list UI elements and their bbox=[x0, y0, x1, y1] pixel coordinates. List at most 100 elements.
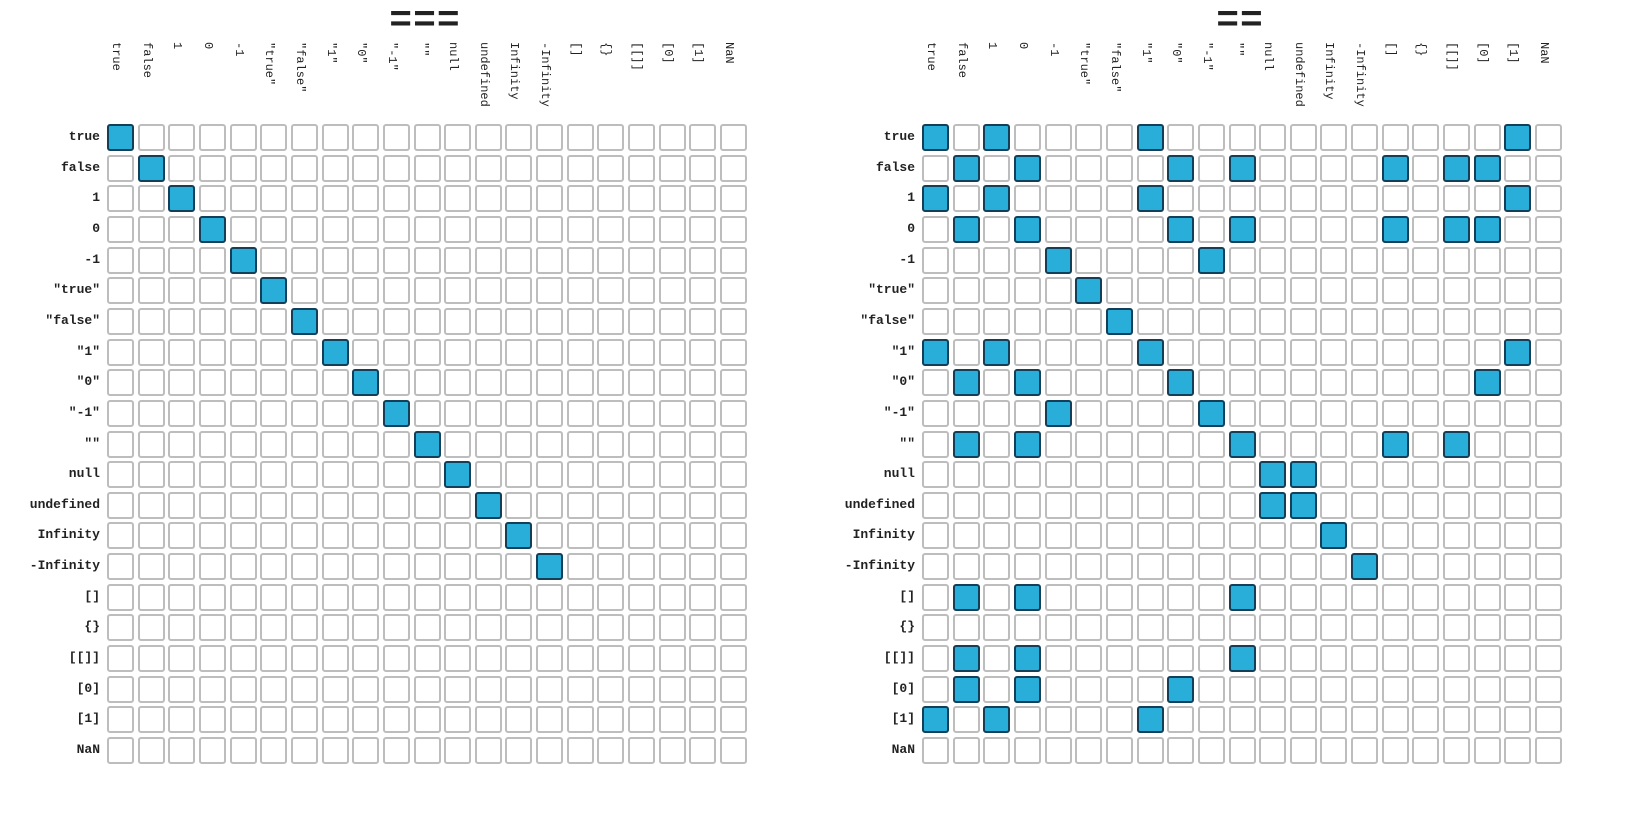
loose-not-equal-cell bbox=[1320, 553, 1347, 580]
strict-not-equal-cell bbox=[720, 247, 747, 274]
strict-column-label: "true" bbox=[260, 38, 282, 124]
loose-not-equal-cell bbox=[1351, 522, 1378, 549]
loose-not-equal-cell bbox=[953, 522, 980, 549]
loose-equal-cell bbox=[1014, 431, 1041, 458]
loose-not-equal-cell bbox=[1412, 522, 1439, 549]
loose-equal-cell bbox=[953, 676, 980, 703]
strict-not-equal-cell bbox=[505, 185, 532, 212]
loose-not-equal-cell bbox=[1259, 706, 1286, 733]
loose-not-equal-cell bbox=[1290, 553, 1317, 580]
loose-column-label-text: Infinity bbox=[1322, 42, 1336, 100]
strict-row-label: [1] bbox=[76, 711, 100, 726]
strict-not-equal-cell bbox=[138, 461, 165, 488]
strict-not-equal-cell bbox=[107, 737, 134, 764]
loose-not-equal-cell bbox=[1412, 369, 1439, 396]
loose-not-equal-cell bbox=[1198, 522, 1225, 549]
loose-not-equal-cell bbox=[1474, 431, 1501, 458]
strict-not-equal-cell bbox=[567, 339, 594, 366]
strict-not-equal-cell bbox=[322, 584, 349, 611]
strict-not-equal-cell bbox=[414, 676, 441, 703]
strict-not-equal-cell bbox=[689, 155, 716, 182]
strict-not-equal-cell bbox=[260, 645, 287, 672]
strict-not-equal-cell bbox=[659, 400, 686, 427]
strict-not-equal-cell bbox=[689, 277, 716, 304]
loose-not-equal-cell bbox=[983, 400, 1010, 427]
strict-not-equal-cell bbox=[107, 369, 134, 396]
loose-not-equal-cell bbox=[1351, 400, 1378, 427]
strict-not-equal-cell bbox=[475, 737, 502, 764]
loose-not-equal-cell bbox=[1045, 185, 1072, 212]
loose-not-equal-cell bbox=[1198, 216, 1225, 243]
strict-not-equal-cell bbox=[168, 461, 195, 488]
strict-not-equal-cell bbox=[597, 706, 624, 733]
strict-column-label: NaN bbox=[720, 38, 742, 124]
strict-not-equal-cell bbox=[168, 431, 195, 458]
loose-not-equal-cell bbox=[922, 522, 949, 549]
strict-column-label-text: 0 bbox=[201, 42, 215, 50]
strict-not-equal-cell bbox=[291, 400, 318, 427]
strict-not-equal-cell bbox=[475, 339, 502, 366]
loose-not-equal-cell bbox=[1412, 185, 1439, 212]
loose-not-equal-cell bbox=[1351, 737, 1378, 764]
strict-not-equal-cell bbox=[230, 553, 257, 580]
strict-not-equal-cell bbox=[260, 247, 287, 274]
strict-not-equal-cell bbox=[383, 522, 410, 549]
loose-not-equal-cell bbox=[1351, 124, 1378, 151]
loose-not-equal-cell bbox=[1045, 277, 1072, 304]
strict-not-equal-cell bbox=[628, 124, 655, 151]
strict-not-equal-cell bbox=[414, 645, 441, 672]
loose-not-equal-cell bbox=[1014, 124, 1041, 151]
loose-equal-cell bbox=[1504, 339, 1531, 366]
strict-not-equal-cell bbox=[597, 431, 624, 458]
strict-not-equal-cell bbox=[138, 706, 165, 733]
strict-not-equal-cell bbox=[291, 645, 318, 672]
strict-not-equal-cell bbox=[322, 553, 349, 580]
loose-not-equal-cell bbox=[1320, 216, 1347, 243]
loose-not-equal-cell bbox=[1167, 400, 1194, 427]
loose-not-equal-cell bbox=[1259, 522, 1286, 549]
strict-not-equal-cell bbox=[199, 676, 226, 703]
strict-not-equal-cell bbox=[230, 216, 257, 243]
loose-not-equal-cell bbox=[1075, 645, 1102, 672]
strict-not-equal-cell bbox=[168, 400, 195, 427]
strict-not-equal-cell bbox=[628, 461, 655, 488]
strict-not-equal-cell bbox=[138, 369, 165, 396]
strict-not-equal-cell bbox=[291, 339, 318, 366]
loose-not-equal-cell bbox=[1014, 706, 1041, 733]
loose-not-equal-cell bbox=[1535, 645, 1562, 672]
strict-not-equal-cell bbox=[536, 277, 563, 304]
strict-not-equal-cell bbox=[230, 492, 257, 519]
loose-column-label-text: "" bbox=[1231, 42, 1245, 57]
strict-not-equal-cell bbox=[720, 553, 747, 580]
loose-equal-cell bbox=[1167, 155, 1194, 182]
loose-not-equal-cell bbox=[1535, 614, 1562, 641]
strict-row-label: -1 bbox=[84, 252, 100, 267]
loose-not-equal-cell bbox=[1290, 706, 1317, 733]
loose-not-equal-cell bbox=[1412, 400, 1439, 427]
strict-not-equal-cell bbox=[475, 216, 502, 243]
strict-column-label-text: "0" bbox=[354, 42, 368, 64]
strict-column-label-text: "-1" bbox=[385, 42, 399, 71]
strict-not-equal-cell bbox=[230, 369, 257, 396]
strict-column-label: -Infinity bbox=[536, 38, 558, 124]
strict-not-equal-cell bbox=[352, 676, 379, 703]
loose-equal-cell bbox=[1382, 431, 1409, 458]
loose-not-equal-cell bbox=[1443, 584, 1470, 611]
strict-not-equal-cell bbox=[107, 277, 134, 304]
loose-not-equal-cell bbox=[1443, 737, 1470, 764]
strict-not-equal-cell bbox=[352, 492, 379, 519]
loose-column-label-text: "-1" bbox=[1200, 42, 1214, 71]
strict-not-equal-cell bbox=[505, 277, 532, 304]
loose-not-equal-cell bbox=[1198, 676, 1225, 703]
strict-not-equal-cell bbox=[383, 584, 410, 611]
loose-not-equal-cell bbox=[1474, 124, 1501, 151]
loose-not-equal-cell bbox=[983, 308, 1010, 335]
strict-equal-cell bbox=[444, 461, 471, 488]
loose-not-equal-cell bbox=[1137, 431, 1164, 458]
loose-column-label: [] bbox=[1382, 38, 1404, 124]
strict-not-equal-cell bbox=[383, 369, 410, 396]
loose-not-equal-cell bbox=[1382, 124, 1409, 151]
strict-row-label: -Infinity bbox=[29, 558, 100, 573]
loose-column-label: [0] bbox=[1474, 38, 1496, 124]
strict-not-equal-cell bbox=[230, 155, 257, 182]
